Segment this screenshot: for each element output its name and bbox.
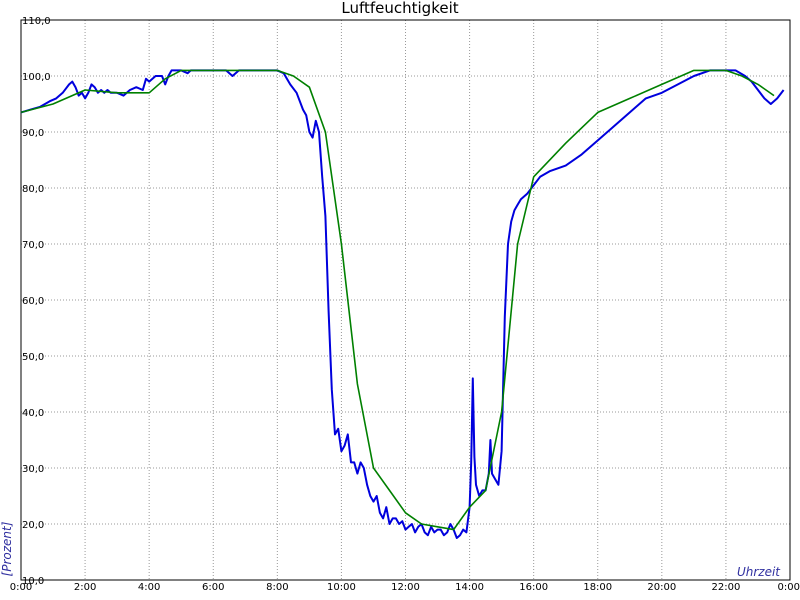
y-tick-label: 30,0	[22, 464, 44, 475]
grid	[20, 19, 791, 581]
y-axis-label: [Prozent]	[0, 521, 14, 576]
y-tick-label: 40,0	[22, 408, 44, 419]
y-tick-label: 80,0	[22, 184, 44, 195]
y-tick-label: 20,0	[22, 520, 44, 531]
y-tick-label: 10,0	[22, 576, 44, 587]
series-layer	[20, 69, 785, 539]
x-axis-label: Uhrzeit	[737, 565, 781, 579]
y-tick-label: 70,0	[22, 240, 44, 251]
plot-border	[20, 19, 791, 581]
x-tick-label: 20:00	[647, 582, 676, 593]
x-tick-label: 16:00	[519, 582, 548, 593]
y-tick-label: 110,0	[22, 16, 51, 27]
x-tick-label: 22:00	[712, 582, 741, 593]
y-tick-label: 90,0	[22, 128, 44, 139]
x-tick-label: 14:00	[455, 582, 484, 593]
x-tick-label: 0:00	[10, 582, 32, 593]
x-axis-ticks: 0:00 2:00 4:00 6:00 8:00 10:00 12:00 14:00 16:00…	[10, 582, 800, 593]
y-tick-label: 60,0	[22, 296, 44, 307]
y-tick-label: 100,0	[22, 72, 51, 83]
series-1-line	[20, 69, 785, 539]
x-tick-label: 6:00	[202, 582, 224, 593]
x-tick-label: 2:00	[74, 582, 96, 593]
x-tick-label: 18:00	[583, 582, 612, 593]
y-axis-ticks: 10,0 20,0 30,0 40,0 50,0 60,0 70,0 80,0 90,0 100,…	[22, 16, 51, 587]
series-2-line	[20, 69, 775, 531]
x-tick-label: 12:00	[391, 582, 420, 593]
x-tick-label: 8:00	[266, 582, 288, 593]
x-tick-label: 4:00	[138, 582, 160, 593]
chart-title: Luftfeuchtigkeit	[341, 0, 458, 17]
y-tick-label: 50,0	[22, 352, 44, 363]
plot-frame	[20, 19, 791, 581]
x-tick-label: 10:00	[327, 582, 356, 593]
x-tick-label: 0:00	[778, 582, 800, 593]
